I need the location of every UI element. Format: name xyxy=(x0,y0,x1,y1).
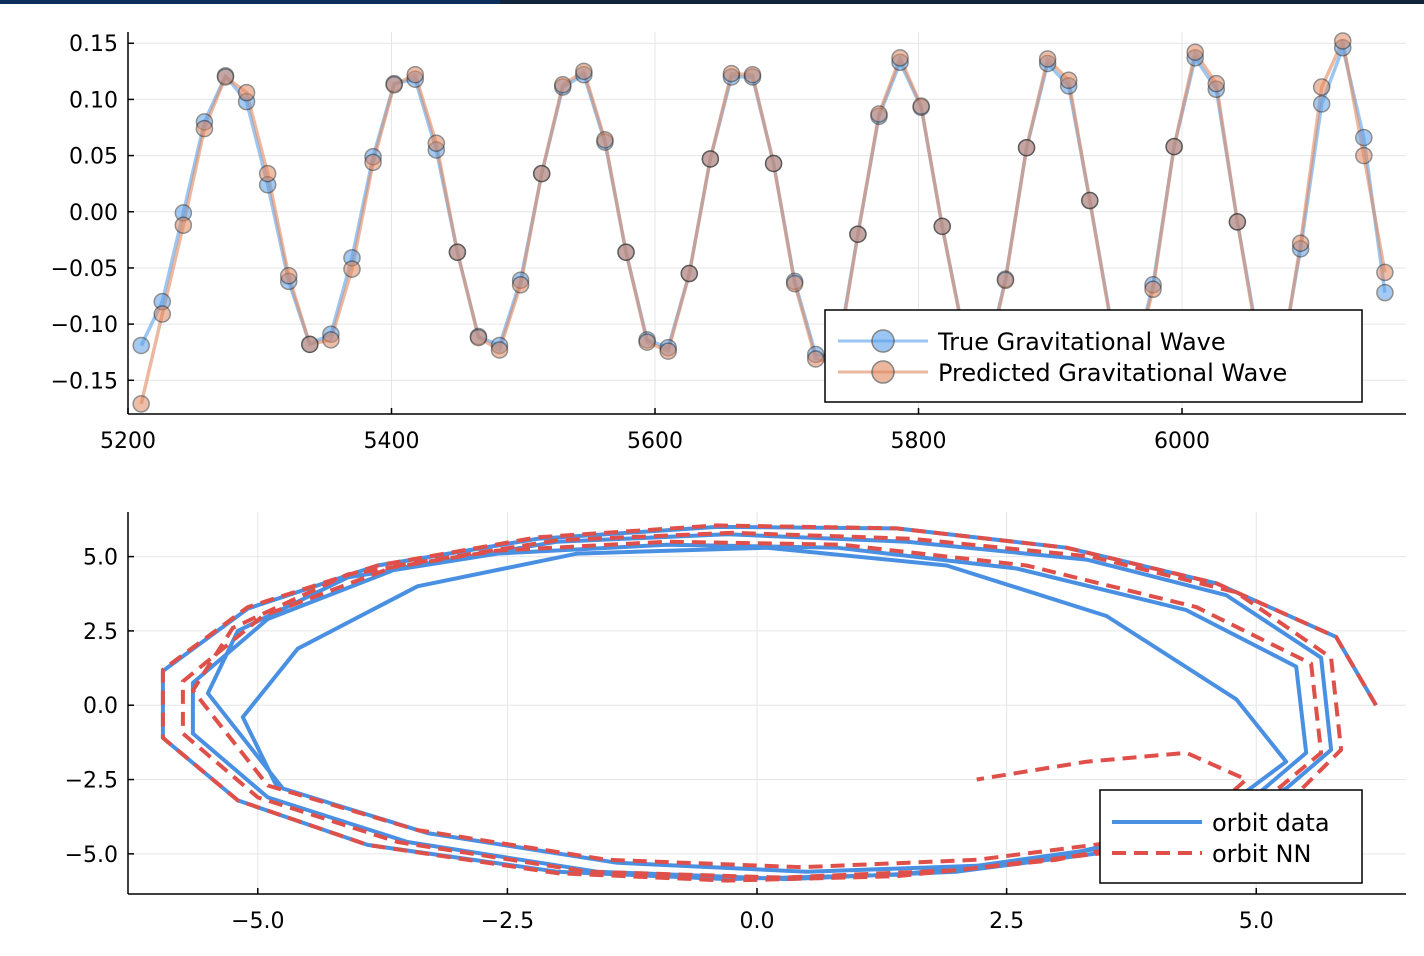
predicted-wave-point xyxy=(385,76,403,94)
predicted-wave-point xyxy=(364,153,382,172)
predicted-wave-point xyxy=(237,83,256,102)
orbit-plot: −5.0 −2.5 0.0 2.5 5.0 −5.0 −2.5 0.0 2.5 5.0 orbit… xyxy=(65,512,1406,934)
predicted-wave-point xyxy=(1038,50,1057,68)
top-bar-left-segment xyxy=(0,0,500,4)
predicted-wave-point xyxy=(1334,32,1352,50)
predicted-wave-point xyxy=(448,243,467,261)
predicted-wave-point xyxy=(1228,213,1247,231)
predicted-wave-point xyxy=(532,164,551,183)
predicted-wave-point xyxy=(153,305,172,323)
orbit-y-tick-label: −2.5 xyxy=(65,769,118,794)
wave-y-tick-label: 0.00 xyxy=(69,201,118,226)
wave-y-tick-label: 0.15 xyxy=(69,32,118,57)
predicted-wave-point xyxy=(785,274,804,293)
wave-x-tick-label: 5600 xyxy=(627,429,683,454)
predicted-wave-point xyxy=(490,341,509,359)
predicted-wave-point xyxy=(1186,43,1204,61)
predicted-wave-point xyxy=(216,68,235,86)
orbit-x-tick-label: −2.5 xyxy=(481,909,534,934)
predicted-wave-point xyxy=(638,333,656,351)
predicted-wave-point xyxy=(996,271,1015,290)
predicted-wave-point xyxy=(659,342,677,360)
orbit-x-tick-label: 0.0 xyxy=(740,909,775,934)
predicted-wave-line xyxy=(139,39,1387,405)
predicted-wave-point xyxy=(722,64,741,83)
orbit-y-tick-label: 0.0 xyxy=(83,694,118,719)
predicted-wave-point xyxy=(174,216,193,234)
predicted-wave-point xyxy=(1355,146,1373,165)
predicted-wave-point xyxy=(195,119,214,138)
predicted-wave-point xyxy=(258,164,277,183)
predicted-wave-point xyxy=(301,335,319,354)
wave-y-tick-label: 0.10 xyxy=(69,88,118,113)
predicted-wave-point xyxy=(912,97,930,115)
predicted-wave-point xyxy=(511,276,530,294)
predicted-wave-point xyxy=(1017,138,1036,157)
true-wave-point xyxy=(1312,95,1331,113)
orbit-plot-axes: −5.0 −2.5 0.0 2.5 5.0 −5.0 −2.5 0.0 2.5 5.0 xyxy=(65,512,1406,934)
wave-x-tick-label: 5800 xyxy=(891,429,947,454)
predicted-wave-point xyxy=(575,62,593,81)
predicted-wave-point xyxy=(1165,137,1183,156)
predicted-wave-point xyxy=(1312,78,1331,96)
predicted-wave-point xyxy=(1059,71,1078,90)
predicted-wave-point xyxy=(806,350,825,368)
predicted-wave-point xyxy=(132,395,150,413)
orbit-x-tick-label: −5.0 xyxy=(231,909,284,934)
predicted-wave-point xyxy=(469,328,488,347)
legend-orbit-data-label: orbit data xyxy=(1212,809,1330,837)
legend-predicted-wave-marker xyxy=(871,360,895,384)
wave-y-tick-label: −0.10 xyxy=(51,313,118,338)
orbit-legend-box xyxy=(1099,789,1363,884)
predicted-wave-point xyxy=(406,65,424,84)
predicted-wave-point xyxy=(1081,191,1099,210)
top-bar-right-segment xyxy=(500,0,1424,4)
predicted-wave-point xyxy=(617,243,635,261)
orbit-plot-legend: orbit data orbit NN xyxy=(1099,789,1363,884)
predicted-wave-point xyxy=(891,49,909,67)
wave-y-tick-label: 0.05 xyxy=(69,145,118,170)
orbit-x-tick-label: 2.5 xyxy=(989,909,1024,934)
wave-y-tick-label: −0.15 xyxy=(51,369,118,394)
legend-orbit-nn-label: orbit NN xyxy=(1212,840,1311,868)
predicted-wave-point xyxy=(680,264,699,283)
predicted-wave-point xyxy=(764,154,783,173)
predicted-wave-point xyxy=(279,267,298,285)
wave-x-tick-label: 5200 xyxy=(100,429,156,454)
wave-legend-box xyxy=(824,309,1363,403)
true-wave-point xyxy=(1355,128,1373,147)
predicted-wave-point xyxy=(322,331,340,349)
orbit-y-tick-label: 2.5 xyxy=(83,620,118,645)
predicted-wave-point xyxy=(1144,280,1162,299)
predicted-wave-point xyxy=(1376,263,1394,282)
orbit-y-tick-label: −5.0 xyxy=(65,843,118,868)
gravitational-wave-plot: 5200 5400 5600 5800 6000 −0.15 −0.10 −0.05 0.00 0… xyxy=(51,32,1406,454)
wave-plot-legend: True Gravitational Wave Predicted Gravit… xyxy=(824,309,1363,403)
predicted-wave-point xyxy=(701,150,720,168)
predicted-wave-point xyxy=(743,65,762,84)
predicted-wave-point xyxy=(870,105,888,123)
wave-x-tick-label: 5400 xyxy=(364,429,420,454)
predicted-wave-point xyxy=(554,76,572,94)
orbit-y-tick-label: 5.0 xyxy=(83,546,118,571)
legend-true-wave-label: True Gravitational Wave xyxy=(937,328,1226,356)
predicted-wave-point xyxy=(343,260,361,278)
predicted-wave-point xyxy=(427,134,446,152)
true-wave-point xyxy=(1376,283,1394,302)
predicted-wave-point xyxy=(1291,234,1310,252)
predicted-wave-point xyxy=(596,131,614,149)
predicted-wave-point xyxy=(1207,74,1226,93)
window-top-bar xyxy=(0,0,1424,4)
predicted-wave-point xyxy=(933,217,951,236)
wave-x-tick-label: 6000 xyxy=(1154,429,1210,454)
true-wave-point xyxy=(132,336,150,355)
orbit-x-tick-label: 5.0 xyxy=(1239,909,1274,934)
predicted-wave-point xyxy=(849,225,867,243)
legend-predicted-wave-label: Predicted Gravitational Wave xyxy=(938,359,1287,387)
legend-true-wave-marker xyxy=(871,329,895,353)
wave-y-tick-label: −0.05 xyxy=(51,257,118,282)
orbit-nn-line xyxy=(160,523,1378,883)
wave-plot-axes: 5200 5400 5600 5800 6000 −0.15 −0.10 −0.05 0.00 0… xyxy=(51,32,1406,454)
